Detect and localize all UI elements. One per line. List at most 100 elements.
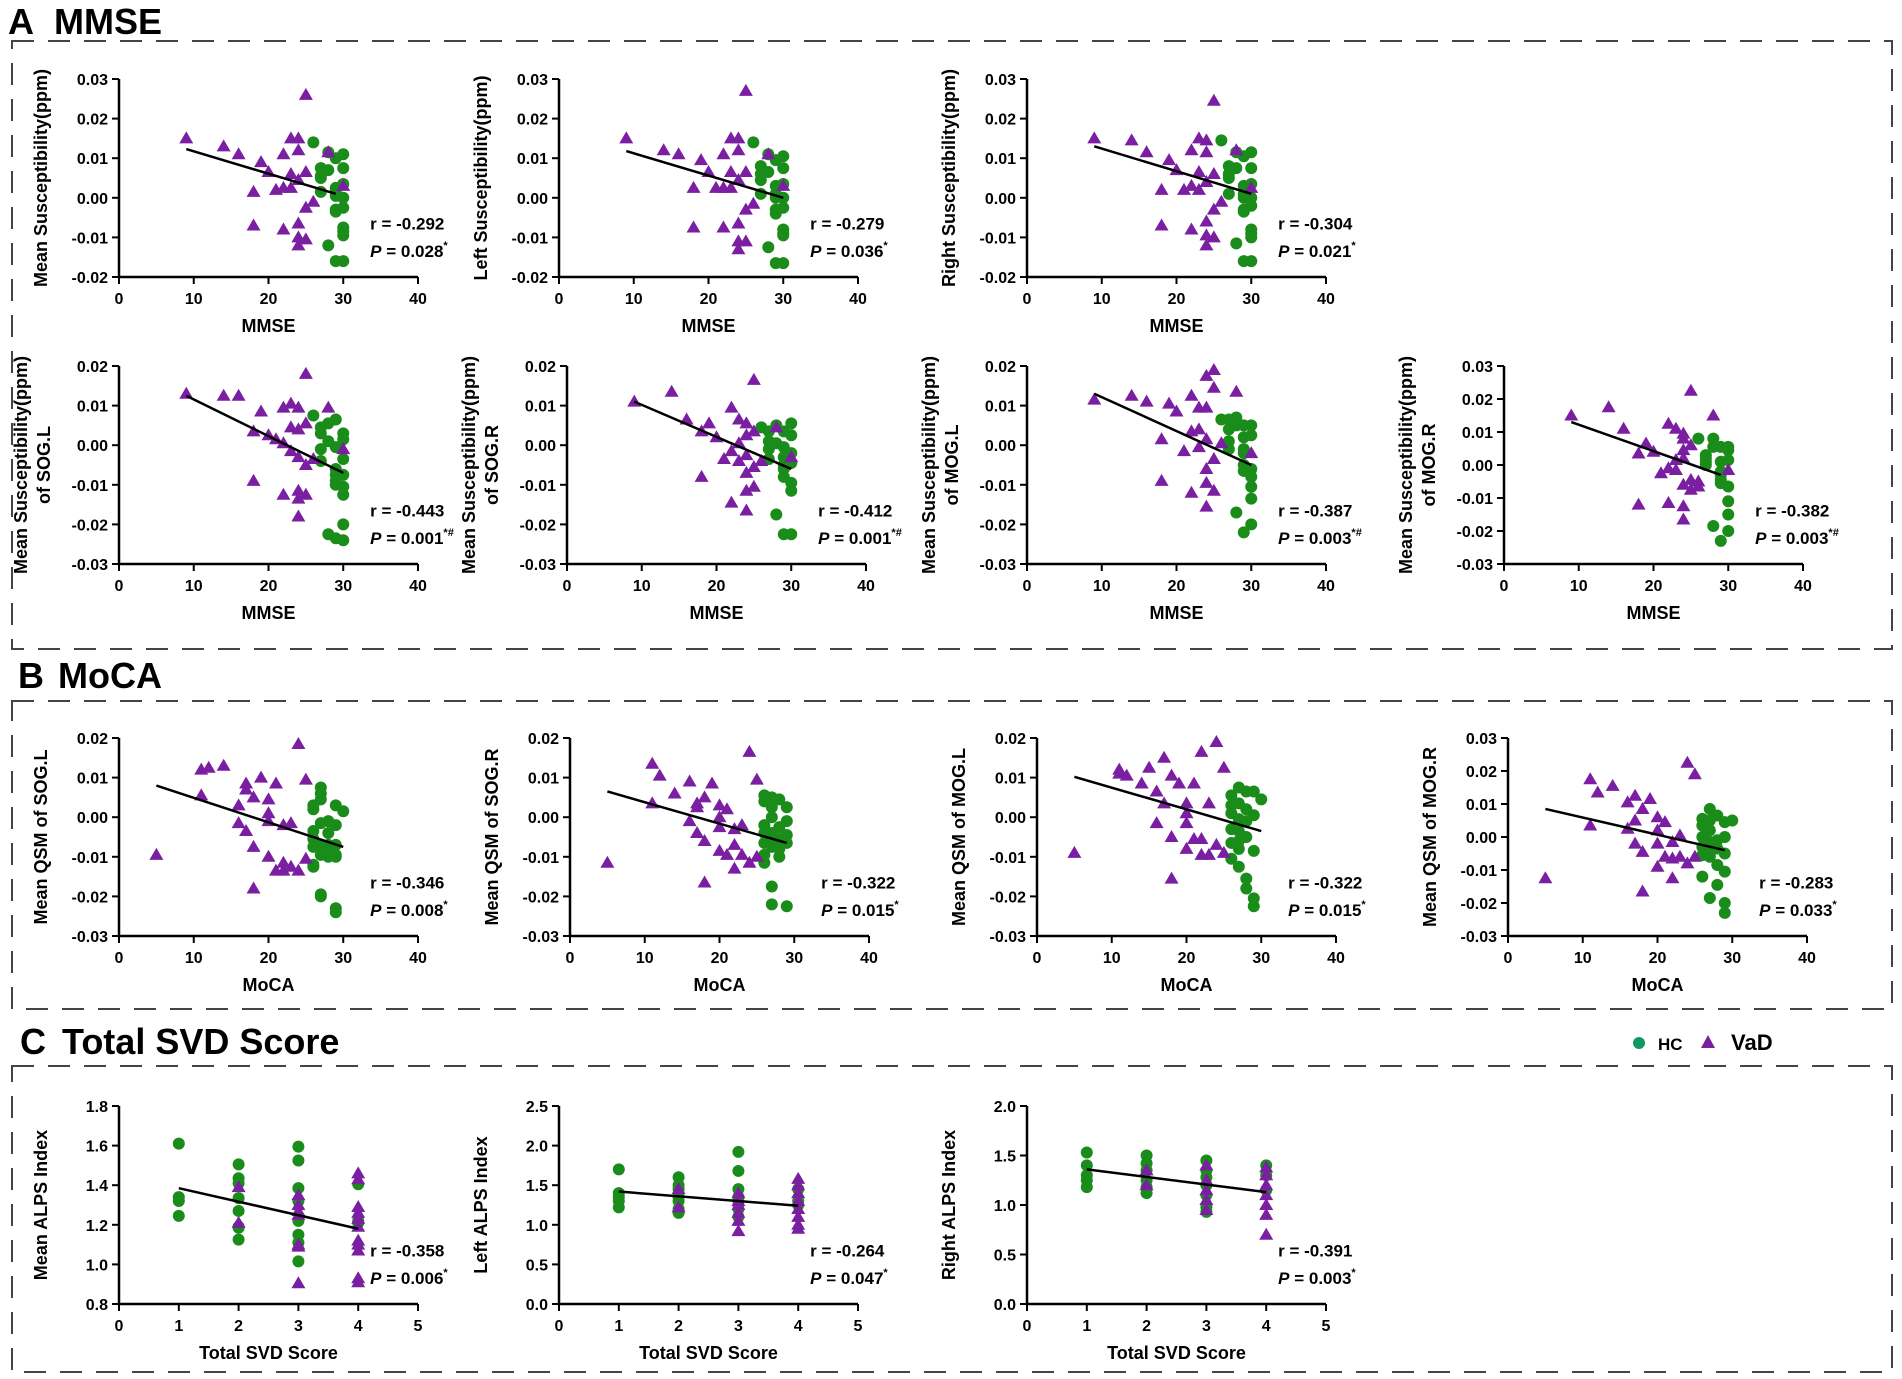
hc-point — [329, 819, 342, 832]
vad-point — [246, 473, 261, 486]
vad-point — [298, 366, 313, 379]
hc-point — [329, 850, 342, 863]
vad-point — [1259, 1198, 1274, 1210]
vad-point — [724, 444, 739, 457]
vad-point — [738, 202, 753, 215]
vad-point — [261, 806, 276, 819]
vad-point — [723, 165, 738, 178]
vad-point — [769, 420, 784, 433]
hc-point — [322, 239, 335, 252]
vad-point — [739, 428, 754, 441]
r-value: r = -0.292 — [370, 214, 444, 233]
vad-point — [291, 736, 306, 749]
hc-point — [337, 534, 350, 547]
x-tick-label: 5 — [1322, 1318, 1331, 1335]
y-tick-label: 0.02 — [985, 359, 1016, 376]
hc-point — [1240, 872, 1253, 885]
vad-point — [1199, 368, 1214, 381]
hc-point — [1245, 255, 1258, 268]
vad-point — [724, 400, 739, 413]
vad-point — [276, 147, 291, 160]
hc-point — [1245, 470, 1258, 483]
x-tick-label: 30 — [785, 950, 803, 967]
hc-point — [1245, 419, 1258, 432]
vad-point — [731, 143, 746, 156]
vad-point — [246, 218, 261, 231]
y-tick-label: 0.02 — [525, 359, 556, 376]
hc-point — [1230, 237, 1243, 250]
vad-point — [351, 1275, 366, 1288]
y-tick-label: 0.01 — [77, 771, 108, 788]
vad-point — [1087, 392, 1102, 405]
vad-point — [1583, 772, 1598, 785]
y-tick-label: -0.03 — [523, 929, 560, 946]
x-tick-label: 30 — [782, 578, 800, 595]
vad-point — [1583, 818, 1598, 831]
section-title: MoCA — [58, 655, 162, 696]
vad-point — [1635, 801, 1650, 814]
vad-point — [1179, 806, 1194, 819]
vad-point — [1191, 182, 1206, 195]
p-value: P = 0.003*# — [1755, 527, 1839, 548]
vad-point — [694, 469, 709, 482]
p-number: = 0.003 — [1290, 529, 1352, 548]
y-tick-label: 2.0 — [994, 1099, 1016, 1116]
vad-point — [1199, 133, 1214, 146]
p-value: P = 0.021* — [1278, 240, 1356, 261]
hc-point — [292, 1140, 305, 1153]
vad-point — [1184, 485, 1199, 498]
hc-point — [307, 136, 320, 149]
vad-point — [1149, 784, 1164, 797]
y-tick-label: 0.01 — [985, 399, 1016, 416]
hc-point — [1707, 432, 1720, 445]
vad-point — [254, 770, 269, 783]
vad-point — [731, 172, 746, 185]
scatter-chart: -0.02 -0.01 0.00 0.01 0.02 0.03 0 10 20 30 40 MMSE L… — [471, 72, 888, 336]
vad-point — [291, 400, 306, 413]
y-tick-label: -0.02 — [520, 517, 557, 534]
hc-point — [292, 1255, 305, 1268]
p-symbol: P — [370, 1269, 382, 1288]
vad-point — [1206, 167, 1221, 180]
hc-point — [1247, 785, 1260, 798]
hc-point — [1222, 172, 1235, 184]
vad-point — [1191, 440, 1206, 453]
vad-point — [1706, 408, 1721, 421]
y-axis-label: of MOG.R — [1419, 424, 1439, 507]
regression-line — [1545, 807, 1726, 852]
x-tick-label: 30 — [1719, 578, 1737, 595]
hc-point — [1245, 492, 1258, 505]
vad-point — [667, 786, 682, 799]
scatter-chart: 0.8 1.0 1.2 1.4 1.6 1.8 0 1 2 3 4 5 Total SVD Score M… — [31, 1099, 448, 1363]
y-tick-label: -0.01 — [520, 478, 557, 495]
y-tick-label: 0.03 — [985, 72, 1016, 89]
hc-point — [780, 900, 793, 913]
y-axis-label: Mean Susceptibility(ppm) — [459, 356, 479, 574]
r-value: r = -0.264 — [810, 1241, 885, 1260]
vad-point — [298, 772, 313, 785]
x-tick-label: 20 — [260, 291, 278, 308]
hc-point — [1714, 534, 1727, 547]
y-tick-label: -0.02 — [1461, 896, 1498, 913]
hc-point — [612, 1201, 625, 1214]
vad-point — [731, 454, 746, 467]
p-symbol: P — [821, 901, 833, 920]
vad-point — [1191, 422, 1206, 435]
hc-point — [1080, 1146, 1093, 1159]
y-tick-label: 1.0 — [526, 1218, 548, 1235]
vad-point — [656, 143, 671, 156]
y-tick-label: 1.5 — [526, 1178, 548, 1195]
hc-point — [765, 898, 778, 911]
section-title: MMSE — [54, 1, 162, 42]
vad-point — [1199, 461, 1214, 474]
x-tick-label: 40 — [409, 578, 427, 595]
vad-point — [1657, 815, 1672, 828]
hc-point — [337, 518, 350, 531]
hc-point — [765, 801, 778, 814]
vad-point — [784, 450, 799, 463]
y-tick-label: 0.02 — [77, 112, 108, 129]
vad-point — [791, 1221, 806, 1234]
y-tick-label: -0.02 — [523, 889, 560, 906]
section-b-box — [11, 700, 1893, 1010]
hc-point — [337, 148, 350, 161]
